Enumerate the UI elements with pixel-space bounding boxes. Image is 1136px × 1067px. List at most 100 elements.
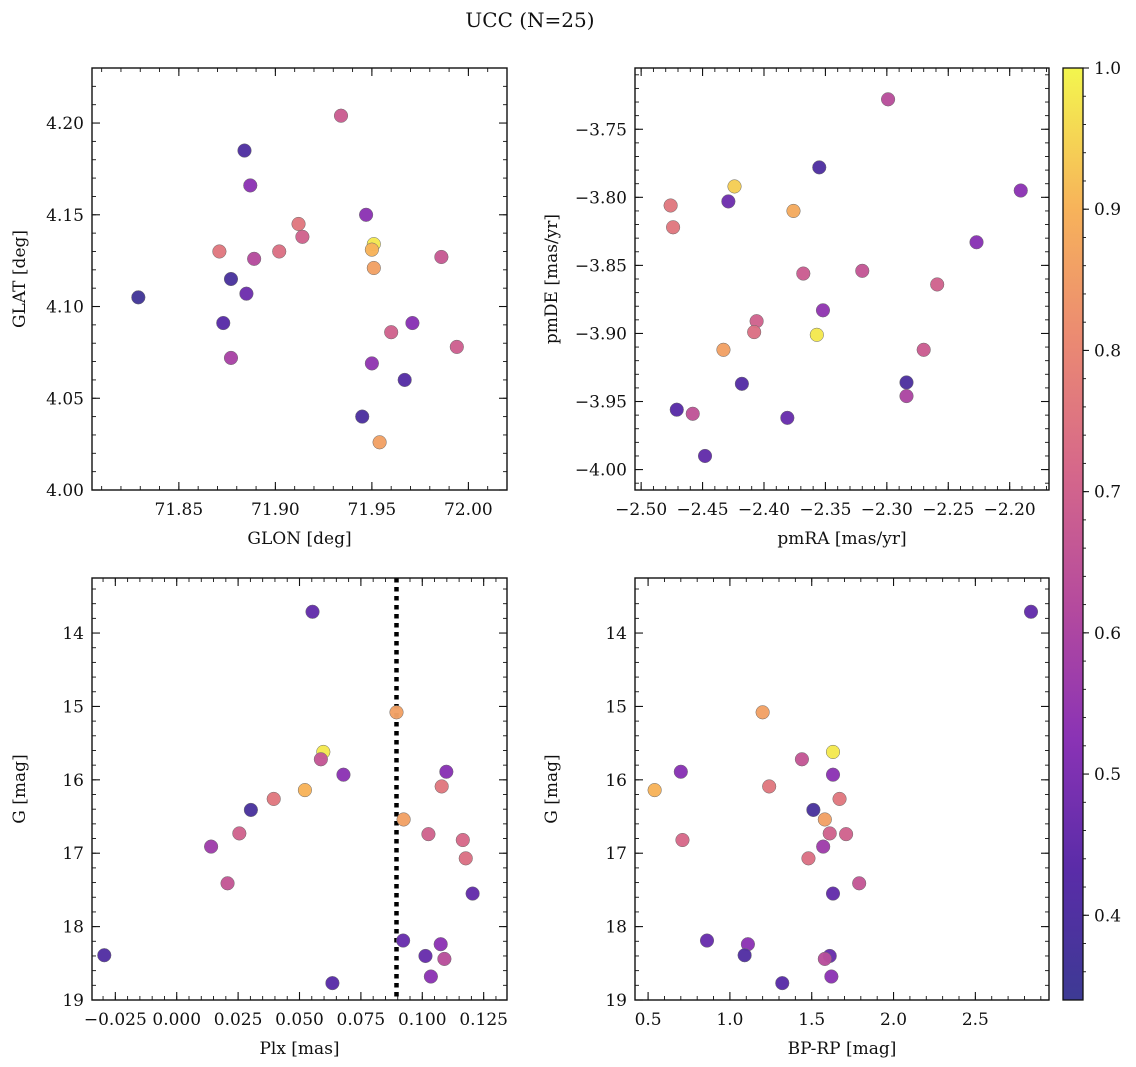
data-point	[794, 752, 809, 767]
data-point	[364, 356, 379, 371]
data-point	[384, 325, 399, 340]
x-tick-label: 0.075	[337, 1010, 386, 1030]
y-tick-label: 16	[605, 771, 627, 791]
minor-ticks	[92, 67, 507, 491]
x-tick-label: 71.85	[155, 500, 204, 520]
data-point	[305, 604, 320, 619]
y-tick-label: 17	[62, 844, 84, 864]
data-point	[433, 937, 448, 952]
axes-frame	[634, 67, 1050, 491]
colorbar-tick-label: 1.0	[1094, 59, 1121, 79]
y-tick-label: −3.85	[575, 256, 627, 276]
y-tick-label: 15	[62, 697, 84, 717]
x-tick-label: 71.90	[251, 500, 300, 520]
data-point	[762, 779, 777, 794]
colorbar-tick-label: 0.5	[1094, 765, 1121, 785]
x-tick-label: 71.95	[348, 500, 397, 520]
major-ticks	[635, 578, 1049, 1001]
data-point	[734, 376, 749, 391]
y-tick-label: 18	[62, 918, 84, 938]
data-point	[816, 839, 831, 854]
data-point	[396, 812, 411, 827]
y-tick-label: 4.05	[46, 389, 84, 409]
x-tick-label: 2.0	[880, 1010, 907, 1030]
data-point	[204, 839, 219, 854]
data-point	[817, 951, 832, 966]
data-point	[930, 277, 945, 292]
y-axis-label: G [mag]	[542, 754, 562, 823]
y-tick-label: 4.20	[46, 114, 84, 134]
data-point	[272, 244, 287, 259]
major-ticks	[92, 578, 507, 1001]
y-tick-label: 14	[605, 624, 627, 644]
data-point	[313, 752, 328, 767]
axes-frame	[634, 577, 1050, 1001]
data-point	[449, 339, 464, 354]
data-point	[291, 216, 306, 232]
colorbar-tick-label: 0.9	[1094, 200, 1121, 220]
x-tick-label: −2.20	[984, 500, 1036, 520]
data-point	[405, 315, 420, 331]
data-point	[755, 705, 770, 720]
x-tick-label: −0.025	[84, 1010, 147, 1030]
minor-ticks	[635, 578, 1049, 1001]
x-tick-label: −2.40	[738, 500, 790, 520]
y-tick-label: −3.80	[575, 188, 627, 208]
data-point	[465, 886, 480, 901]
data-point	[663, 198, 678, 213]
data-point	[421, 827, 436, 842]
data-point	[780, 410, 795, 425]
data-point	[232, 826, 247, 841]
data-point	[355, 409, 370, 424]
data-point	[455, 832, 470, 848]
x-axis-label: BP-RP [mag]	[788, 1039, 897, 1059]
colorbar-tick-label: 0.6	[1094, 624, 1121, 644]
colorbar-tick-label: 0.8	[1094, 341, 1121, 361]
y-tick-label: −4.00	[575, 461, 627, 481]
data-point	[223, 271, 239, 287]
data-point	[333, 108, 349, 123]
data-point	[737, 948, 752, 963]
data-point	[220, 876, 235, 891]
data-point	[397, 372, 412, 387]
data-point	[747, 325, 762, 340]
y-tick-label: 15	[605, 697, 627, 717]
axes-frame	[91, 67, 508, 491]
data-point	[881, 92, 896, 107]
colorbar: 0.4 0.5 0.6 0.7 0.8 0.9 1.0	[1062, 59, 1121, 1001]
major-ticks	[635, 68, 1049, 490]
data-point	[295, 229, 310, 244]
data-point	[97, 948, 112, 963]
data-point	[243, 178, 258, 193]
y-tick-label: −3.90	[575, 324, 627, 344]
scatter-points	[97, 604, 480, 991]
data-point	[666, 220, 681, 235]
x-tick-label: 0.050	[275, 1010, 324, 1030]
data-point	[673, 764, 688, 779]
data-point	[727, 179, 742, 194]
data-point	[1023, 604, 1039, 619]
y-tick-label: 4.15	[46, 206, 84, 226]
y-axis-label: G [mag]	[10, 754, 30, 823]
data-point	[825, 886, 841, 901]
data-point	[899, 375, 914, 390]
data-point	[216, 315, 231, 331]
data-point	[423, 969, 438, 984]
x-tick-label: −2.30	[861, 500, 913, 520]
y-tick-label: 18	[605, 918, 627, 938]
data-point	[815, 303, 831, 318]
major-ticks	[92, 68, 507, 491]
data-point	[434, 249, 449, 265]
y-tick-label: 4.00	[46, 481, 84, 501]
data-point	[796, 266, 811, 281]
x-tick-label: −2.35	[799, 500, 851, 520]
data-point	[697, 448, 713, 464]
figure-title: UCC (N=25)	[465, 8, 594, 32]
data-point	[832, 791, 847, 806]
data-point	[434, 779, 449, 794]
data-point	[825, 744, 841, 759]
data-point	[223, 350, 239, 365]
scatter-points	[647, 604, 1039, 991]
data-point	[806, 802, 821, 817]
